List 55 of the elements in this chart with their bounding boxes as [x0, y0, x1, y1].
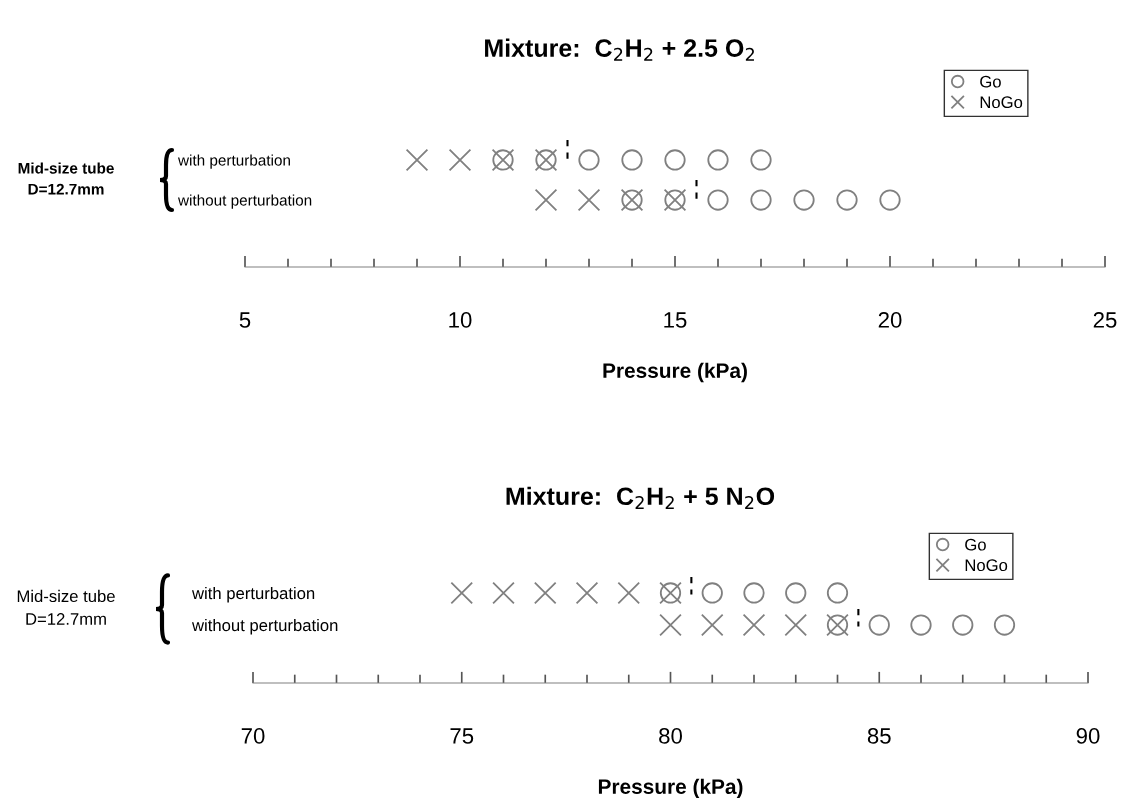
point — [952, 614, 974, 636]
x-tick-label: 85 — [867, 728, 891, 744]
point — [701, 582, 723, 604]
x-axis-title: Pressure (kPa) — [603, 362, 747, 383]
point — [879, 189, 901, 211]
point — [621, 149, 643, 171]
point — [742, 613, 766, 637]
point — [575, 581, 599, 605]
point — [448, 148, 472, 172]
point — [492, 581, 515, 605]
point — [659, 613, 682, 637]
chart-title: Mixture: C$_{2}$H$_{2}$ + 2.5 O$_{2}$ — [485, 38, 754, 61]
x-tick-label: 10 — [449, 312, 472, 328]
point — [743, 582, 765, 604]
point — [868, 614, 890, 636]
point — [405, 148, 429, 172]
point — [785, 582, 807, 604]
legend-label: Go — [965, 538, 986, 551]
point — [578, 149, 600, 171]
text: Mid-size tube D=12.7mm — [18, 162, 114, 195]
point — [664, 149, 686, 171]
point — [700, 613, 724, 637]
x-tick-label: 90 — [1076, 728, 1100, 744]
y-tick-label: without perturbation — [177, 194, 312, 209]
point — [784, 613, 808, 637]
legend-label: Go — [980, 75, 1001, 88]
legend-label: NoGo — [965, 559, 1008, 572]
x-tick-label: 5 — [239, 312, 251, 328]
x-axis-title: Pressure (kPa) — [598, 778, 743, 798]
x-tick-label: 15 — [664, 312, 687, 328]
x-tick-label: 70 — [241, 728, 265, 744]
point — [793, 189, 815, 211]
x-tick-label: 80 — [659, 728, 682, 744]
point — [750, 149, 772, 171]
chart-title: Mixture: C$_{2}$H$_{2}$ + 5 N$_{2}$O — [506, 486, 775, 509]
point — [910, 614, 932, 636]
point — [750, 189, 772, 211]
point — [993, 614, 1016, 636]
x-tick-label: 75 — [450, 728, 474, 744]
text: Mid-size tube D=12.7mm — [17, 589, 115, 625]
point — [826, 582, 849, 604]
x-tick-label: 25 — [1093, 312, 1117, 328]
point — [836, 189, 858, 211]
point — [450, 581, 474, 605]
point — [533, 581, 557, 605]
point — [534, 188, 558, 212]
legend-label: NoGo — [980, 96, 1023, 109]
y-tick-label: with perturbation — [177, 154, 290, 169]
point — [707, 189, 729, 211]
point — [617, 581, 641, 605]
point — [577, 188, 601, 212]
y-tick-label: without perturbation — [191, 618, 338, 635]
point — [707, 149, 729, 171]
x-tick-label: 20 — [878, 312, 902, 328]
y-tick-label: with perturbation — [191, 586, 315, 603]
